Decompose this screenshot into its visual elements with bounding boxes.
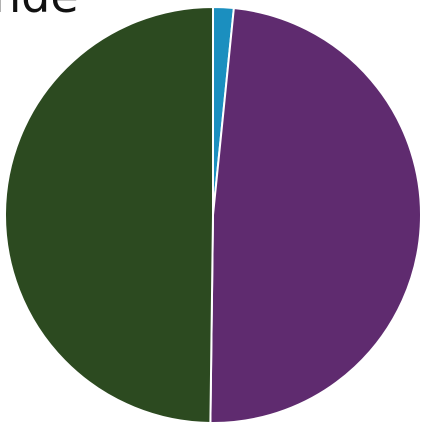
chart-title: nde: [0, 0, 79, 23]
pie-slice: [4, 6, 214, 422]
pie: [4, 6, 422, 422]
pie-slice: [209, 7, 422, 422]
